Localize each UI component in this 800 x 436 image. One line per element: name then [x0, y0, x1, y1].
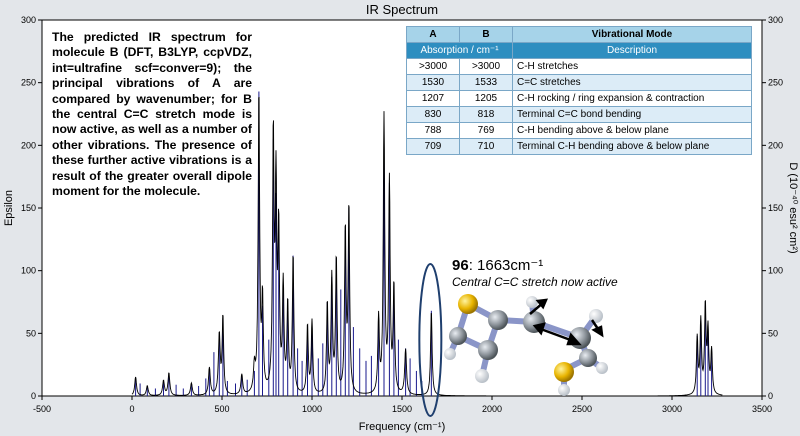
x-tick-label: 1000	[302, 404, 322, 414]
table-row: 1207 1205 C-H rocking / ring expansion &…	[406, 90, 752, 107]
y2-tick-label: 150	[768, 203, 783, 213]
hydrogen-atom	[444, 348, 456, 360]
carbon-atom	[488, 310, 508, 330]
cell-mode: C=C stretches	[512, 74, 752, 91]
spectrum-line	[131, 96, 723, 397]
y-axis-label: Epsilon	[3, 190, 15, 226]
mode-number: 96	[452, 257, 469, 274]
molecule-model	[444, 294, 608, 396]
x-tick-label: -500	[33, 404, 51, 414]
carbon-atom	[449, 327, 467, 345]
table-row: 1530 1533 C=C stretches	[406, 74, 752, 91]
y-tick-label: 100	[21, 266, 36, 276]
subheader-description: Description	[512, 42, 752, 59]
cell-a: 709	[406, 138, 460, 155]
table-row: >3000 >3000 C-H stretches	[406, 58, 752, 75]
col-header-mode: Vibrational Mode	[512, 26, 752, 43]
highlight-ellipse	[418, 263, 443, 417]
x-tick-label: 2000	[482, 404, 502, 414]
x-tick-label: 3000	[662, 404, 682, 414]
carbon-atom	[579, 349, 597, 367]
y2-tick-label: 300	[768, 15, 783, 25]
col-header-a: A	[406, 26, 460, 43]
y-tick-label: 200	[21, 140, 36, 150]
cell-mode: C-H stretches	[512, 58, 752, 75]
cell-b: 1205	[459, 90, 513, 107]
y2-tick-label: 100	[768, 266, 783, 276]
cell-mode: Terminal C=C bond bending	[512, 106, 752, 123]
y2-tick-label: 250	[768, 78, 783, 88]
sulfur-atom	[458, 294, 478, 314]
cell-a: 788	[406, 122, 460, 139]
hydrogen-atom	[596, 362, 608, 374]
y-tick-label: 0	[31, 391, 36, 401]
arrow-head	[566, 332, 582, 346]
cell-a: 830	[406, 106, 460, 123]
y-tick-label: 250	[21, 78, 36, 88]
y2-tick-label: 50	[768, 328, 778, 338]
x-tick-label: 3500	[752, 404, 772, 414]
carbon-atom	[478, 340, 498, 360]
arrow-head	[591, 325, 604, 338]
hydrogen-atom	[526, 296, 538, 308]
cell-a: 1207	[406, 90, 460, 107]
cell-b: >3000	[459, 58, 513, 75]
cell-b: 818	[459, 106, 513, 123]
cell-b: 769	[459, 122, 513, 139]
cell-b: 710	[459, 138, 513, 155]
cell-b: 1533	[459, 74, 513, 91]
vibrational-mode-table: A B Vibrational Mode Absorption / cm⁻¹ D…	[406, 26, 752, 155]
cell-a: >3000	[406, 58, 460, 75]
hydrogen-atom	[558, 384, 570, 396]
cell-a: 1530	[406, 74, 460, 91]
sulfur-atom	[554, 362, 574, 382]
y-tick-label: 300	[21, 15, 36, 25]
arrow-head	[535, 298, 549, 310]
hydrogen-atom	[589, 309, 603, 323]
spectrum-description: The predicted IR spectrum for molecule B…	[52, 30, 252, 199]
col-header-b: B	[459, 26, 513, 43]
arrow-head	[532, 322, 546, 336]
mode-annotation: 96: 1663cm⁻¹	[452, 256, 543, 274]
subheader-absorption: Absorption / cm⁻¹	[406, 42, 513, 59]
table-row: 830 818 Terminal C=C bond bending	[406, 106, 752, 123]
table-row: 709 710 Terminal C-H bending above & bel…	[406, 138, 752, 155]
y-tick-label: 150	[21, 203, 36, 213]
y2-tick-label: 0	[768, 391, 773, 401]
x-tick-label: 1500	[392, 404, 412, 414]
y2-axis-label: D (10⁻⁴⁰ esu² cm²)	[787, 162, 799, 253]
displacement-arrows	[529, 298, 604, 346]
mode-frequency: : 1663cm⁻¹	[468, 257, 544, 274]
x-tick-label: 2500	[572, 404, 592, 414]
cell-mode: C-H bending above & below plane	[512, 122, 752, 139]
x-axis-label: Frequency (cm⁻¹)	[359, 421, 446, 433]
x-tick-label: 0	[129, 404, 134, 414]
y-tick-label: 50	[26, 328, 36, 338]
mode-caption: Central C=C stretch now active	[452, 275, 618, 289]
chart-title: IR Spectrum	[366, 2, 438, 17]
hydrogen-atom	[475, 369, 489, 383]
cell-mode: C-H rocking / ring expansion & contracti…	[512, 90, 752, 107]
axes: -500 0 500 1000 1500 2000 2500 3000 3500 0 0 50 50 10…	[21, 15, 783, 414]
table-row: 788 769 C-H bending above & below plane	[406, 122, 752, 139]
x-tick-label: 500	[214, 404, 229, 414]
cell-mode: Terminal C-H bending above & below plane	[512, 138, 752, 155]
y2-tick-label: 200	[768, 140, 783, 150]
